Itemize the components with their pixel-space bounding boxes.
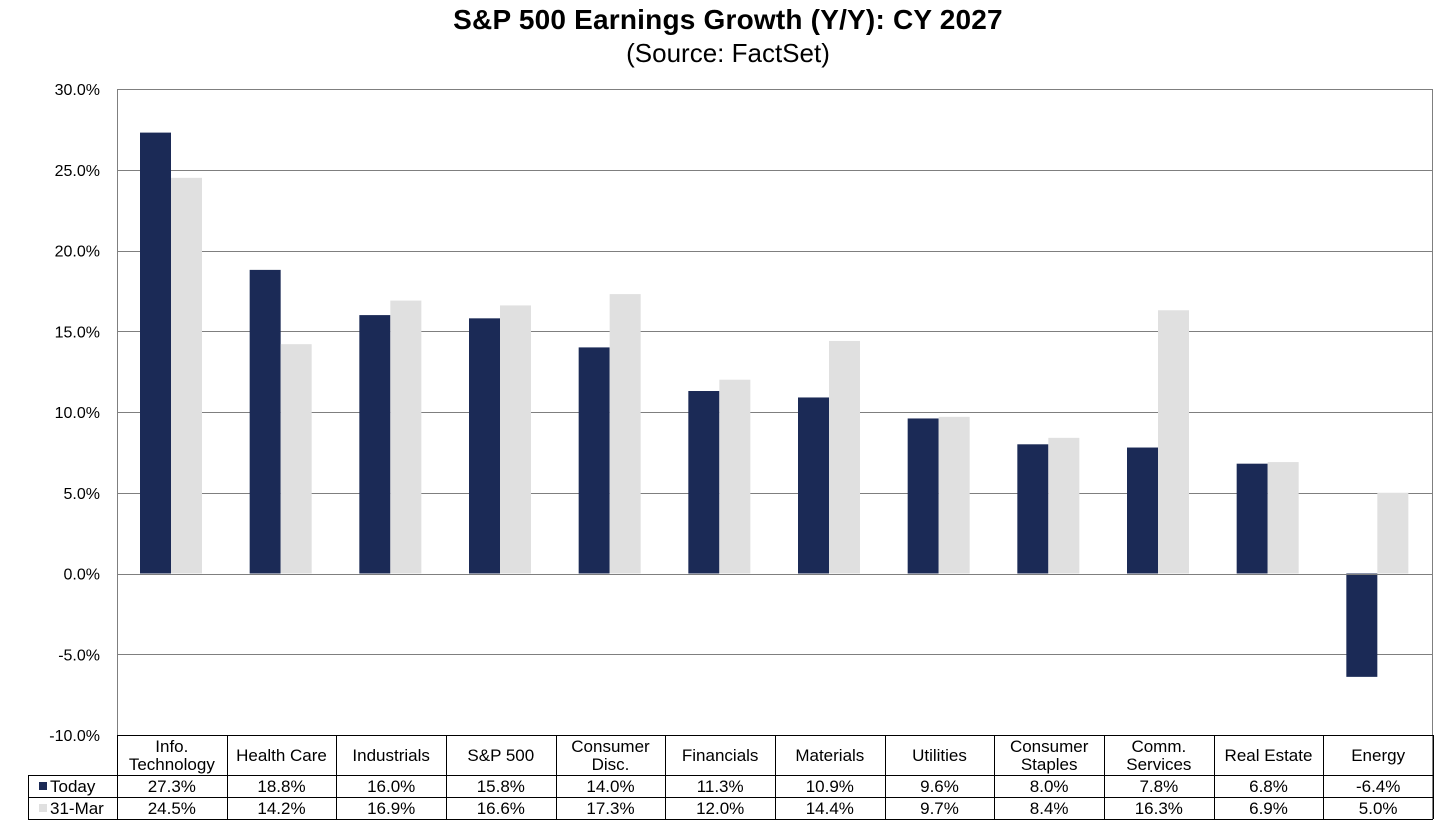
x-category-label: S&P 500 bbox=[467, 746, 534, 765]
x-category-label: Real Estate bbox=[1225, 746, 1313, 765]
legend-key-31-mar bbox=[39, 804, 47, 812]
data-table-value: 14.0% bbox=[586, 777, 634, 796]
data-table-value: 5.0% bbox=[1359, 799, 1398, 818]
x-category-label: Financials bbox=[682, 746, 759, 765]
chart-subtitle: (Source: FactSet) bbox=[626, 38, 830, 68]
legend-label: Today bbox=[50, 777, 96, 796]
y-tick-label: 0.0% bbox=[64, 567, 100, 584]
data-table-value: 14.4% bbox=[806, 799, 854, 818]
data-table-value: 15.8% bbox=[477, 777, 525, 796]
x-category-label: Comm. bbox=[1131, 737, 1186, 756]
bar-31-mar bbox=[280, 344, 312, 574]
x-category-label: Health Care bbox=[236, 746, 327, 765]
bar-31-mar bbox=[390, 300, 422, 574]
bar-today bbox=[1236, 463, 1268, 574]
data-table-value: 8.0% bbox=[1030, 777, 1069, 796]
bar-today bbox=[578, 347, 610, 574]
data-table-value: 6.9% bbox=[1249, 799, 1288, 818]
data-table-value: 16.6% bbox=[477, 799, 525, 818]
bar-today bbox=[798, 397, 829, 574]
bar-31-mar bbox=[1158, 310, 1189, 574]
data-table-value: 6.8% bbox=[1249, 777, 1288, 796]
data-table-value: 11.3% bbox=[697, 777, 744, 796]
bar-31-mar bbox=[719, 379, 751, 574]
bar-today bbox=[140, 132, 171, 574]
data-table-value: 27.3% bbox=[148, 777, 196, 796]
data-table-value: 7.8% bbox=[1139, 777, 1178, 796]
x-category-label: Disc. bbox=[592, 755, 630, 774]
x-category-label: Services bbox=[1126, 755, 1191, 774]
data-table-value: 10.9% bbox=[806, 777, 854, 796]
bar-today bbox=[469, 318, 500, 574]
x-category-label: Technology bbox=[129, 755, 216, 774]
y-tick-label: -10.0% bbox=[49, 728, 100, 745]
bar-today bbox=[1346, 573, 1378, 677]
data-table-value: 8.4% bbox=[1030, 799, 1069, 818]
data-table-value: -6.4% bbox=[1356, 777, 1400, 796]
bar-today bbox=[359, 315, 391, 574]
data-table-value: 14.2% bbox=[257, 799, 305, 818]
bar-today bbox=[249, 269, 281, 574]
data-table-value: 24.5% bbox=[148, 799, 196, 818]
bar-today bbox=[688, 391, 720, 574]
bar-31-mar bbox=[938, 416, 970, 574]
y-tick-label: 20.0% bbox=[55, 244, 100, 261]
data-table-value: 9.7% bbox=[920, 799, 959, 818]
x-category-label: Utilities bbox=[912, 746, 967, 765]
bar-31-mar bbox=[1377, 492, 1409, 574]
bar-today bbox=[1017, 444, 1049, 574]
x-category-label: Consumer bbox=[1010, 737, 1089, 756]
y-tick-label: -5.0% bbox=[58, 647, 100, 664]
legend-key-today bbox=[39, 782, 47, 790]
bar-31-mar bbox=[1267, 462, 1299, 574]
data-table-value: 9.6% bbox=[920, 777, 959, 796]
x-category-label: Consumer bbox=[571, 737, 650, 756]
y-tick-label: 15.0% bbox=[55, 324, 100, 341]
bar-31-mar bbox=[1048, 437, 1080, 574]
y-tick-label: 30.0% bbox=[55, 82, 100, 99]
y-tick-label: 10.0% bbox=[55, 405, 100, 422]
y-tick-label: 25.0% bbox=[55, 163, 100, 180]
x-category-label: Info. bbox=[155, 737, 188, 756]
data-table-value: 16.9% bbox=[367, 799, 415, 818]
y-tick-label: 5.0% bbox=[64, 486, 100, 503]
bar-31-mar bbox=[171, 177, 202, 574]
x-category-label: Energy bbox=[1351, 746, 1405, 765]
data-table-value: 16.0% bbox=[367, 777, 415, 796]
x-category-label: Staples bbox=[1021, 755, 1078, 774]
x-category-label: Industrials bbox=[352, 746, 429, 765]
data-table-value: 16.3% bbox=[1135, 799, 1183, 818]
bar-31-mar bbox=[500, 305, 531, 574]
bar-today bbox=[907, 418, 939, 574]
bar-31-mar bbox=[609, 294, 641, 574]
bar-31-mar bbox=[829, 340, 860, 574]
legend-label: 31-Mar bbox=[50, 799, 104, 818]
bar-today bbox=[1127, 447, 1158, 574]
data-table-value: 18.8% bbox=[257, 777, 305, 796]
data-table-value: 17.3% bbox=[586, 799, 634, 818]
x-category-label: Materials bbox=[795, 746, 864, 765]
chart-title: S&P 500 Earnings Growth (Y/Y): CY 2027 bbox=[453, 4, 1003, 35]
data-table-value: 12.0% bbox=[696, 799, 744, 818]
